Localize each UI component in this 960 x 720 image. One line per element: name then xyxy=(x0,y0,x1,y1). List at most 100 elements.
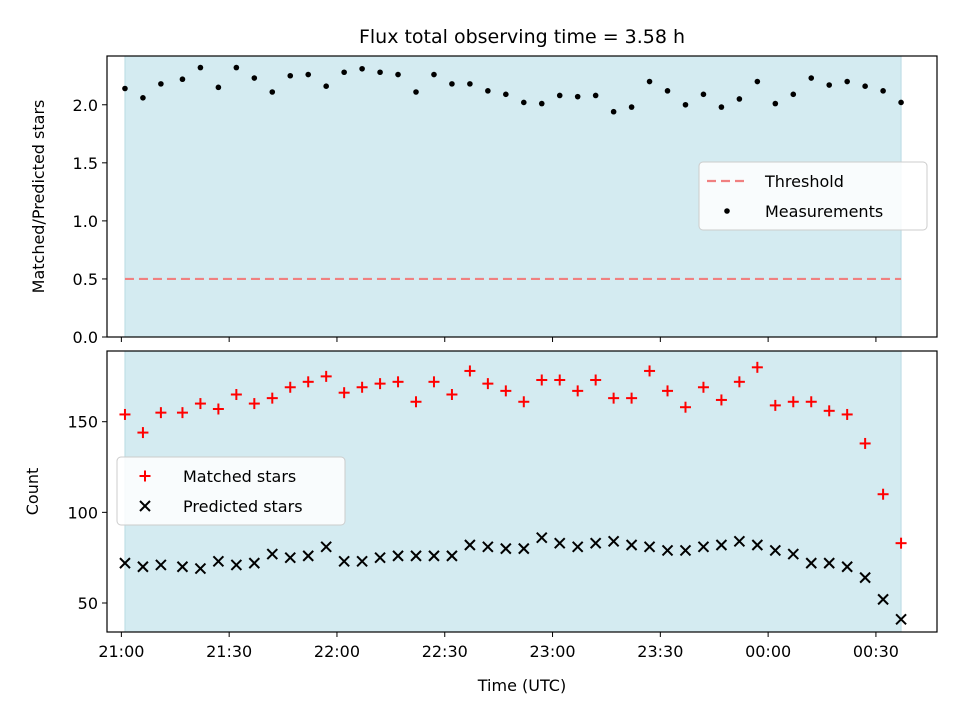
predicted-stars-point xyxy=(715,539,728,551)
measurement-point xyxy=(158,81,164,87)
cross-b xyxy=(194,562,207,575)
measurement-point xyxy=(898,99,904,106)
measurement-point xyxy=(449,81,455,87)
predicted-stars-point xyxy=(266,548,278,560)
predicted-stars-point xyxy=(356,555,368,568)
cross-b xyxy=(392,550,404,562)
predicted-stars-point xyxy=(697,541,710,553)
measurement-point xyxy=(323,83,329,89)
predicted-stars-point xyxy=(176,561,189,573)
predicted-stars-point xyxy=(607,535,620,548)
legend-swatch-matched xyxy=(139,470,151,482)
legend-label: Matched stars xyxy=(183,467,296,486)
measurement-point xyxy=(700,91,707,98)
chart-title: Flux total observing time = 3.58 h xyxy=(359,26,685,48)
predicted-stars-point xyxy=(338,555,350,568)
matched-stars-point xyxy=(715,394,727,406)
matched-stars-point xyxy=(176,407,188,419)
predicted-stars-point xyxy=(805,557,817,569)
cross-b xyxy=(805,557,817,569)
matched-stars-point xyxy=(248,398,260,410)
cross-b xyxy=(266,548,278,560)
top-y-axis-label: Matched/Predicted stars xyxy=(29,100,48,294)
matched-stars-point xyxy=(733,376,745,388)
measurement-point xyxy=(179,76,186,83)
measurement-point xyxy=(377,69,383,76)
predicted-stars-point xyxy=(571,541,584,553)
y-tick-label: 0.5 xyxy=(73,270,98,289)
matched-stars-point xyxy=(155,407,167,419)
x-tick-label: 21:30 xyxy=(206,642,252,661)
measurement-point xyxy=(269,89,276,95)
predicted-stars-point xyxy=(428,550,440,562)
matched-stars-point xyxy=(787,396,799,408)
predicted-stars-point xyxy=(536,532,548,544)
measurement-point xyxy=(628,104,635,110)
cross-b xyxy=(302,550,314,562)
legend-label: Threshold xyxy=(764,172,844,191)
matched-stars-point xyxy=(697,381,709,393)
measurement-point xyxy=(251,75,258,81)
top-x-ticks xyxy=(120,337,877,342)
measurement-point xyxy=(664,88,671,94)
y-tick-label: 100 xyxy=(67,503,98,522)
measurement-point xyxy=(395,71,401,78)
measurement-point xyxy=(556,92,563,99)
cross-b xyxy=(446,550,458,562)
measurement-point xyxy=(772,100,779,107)
cross-b xyxy=(787,548,799,560)
predicted-stars-point xyxy=(841,561,853,573)
matched-stars-point xyxy=(644,365,656,377)
measurement-point xyxy=(431,71,437,78)
measurement-point xyxy=(503,91,509,98)
bottom-y-axis-label: Count xyxy=(23,468,42,516)
matched-stars-point xyxy=(859,437,871,449)
predicted-stars-point xyxy=(284,551,296,564)
predicted-stars-point xyxy=(661,544,674,557)
cross-b xyxy=(697,541,710,553)
cross-b xyxy=(643,541,656,553)
predicted-stars-point xyxy=(155,559,167,571)
matched-stars-point xyxy=(302,376,314,388)
measurement-point xyxy=(233,64,240,71)
cross-b xyxy=(823,557,835,569)
measurement-point xyxy=(718,104,725,110)
x-axis-label: Time (UTC) xyxy=(477,676,566,695)
matched-stars-point xyxy=(119,408,131,420)
bottom-x-ticks: 21:00 21:30 22:00 22:30 23:00 23:30 00:00 00:30 xyxy=(98,632,899,661)
measurement-point xyxy=(844,78,850,85)
measurement-point xyxy=(305,71,312,78)
measurement-point xyxy=(215,84,222,91)
cross-b xyxy=(679,544,692,557)
predicted-stars-point xyxy=(500,542,512,555)
matched-stars-point xyxy=(805,396,817,408)
predicted-stars-point xyxy=(230,559,243,571)
cross-b xyxy=(500,542,512,555)
matched-stars-point xyxy=(374,378,386,390)
predicted-stars-point xyxy=(751,539,764,551)
measurement-point xyxy=(197,64,204,71)
cross-b xyxy=(119,557,131,569)
y-tick-label: 1.5 xyxy=(73,154,98,173)
top-panel-marks xyxy=(122,64,904,281)
cross-b xyxy=(284,551,296,564)
cross-b xyxy=(733,535,746,548)
predicted-stars-point xyxy=(302,550,314,562)
predicted-stars-point xyxy=(769,544,782,557)
measurement-point xyxy=(574,93,581,100)
matched-stars-point xyxy=(500,385,512,397)
matched-stars-point xyxy=(230,389,242,401)
x-tick-label: 00:00 xyxy=(745,642,791,661)
cross-b xyxy=(176,561,189,573)
measurement-point xyxy=(862,83,868,89)
predicted-stars-point xyxy=(589,537,602,549)
cross-b xyxy=(428,550,440,562)
y-tick-label: 2.0 xyxy=(73,96,98,115)
cross-b xyxy=(661,544,674,557)
measurement-point xyxy=(140,95,146,101)
cross-b xyxy=(589,537,602,549)
legend-box xyxy=(116,456,346,526)
measurement-point xyxy=(538,100,545,107)
cross-b xyxy=(137,561,149,573)
